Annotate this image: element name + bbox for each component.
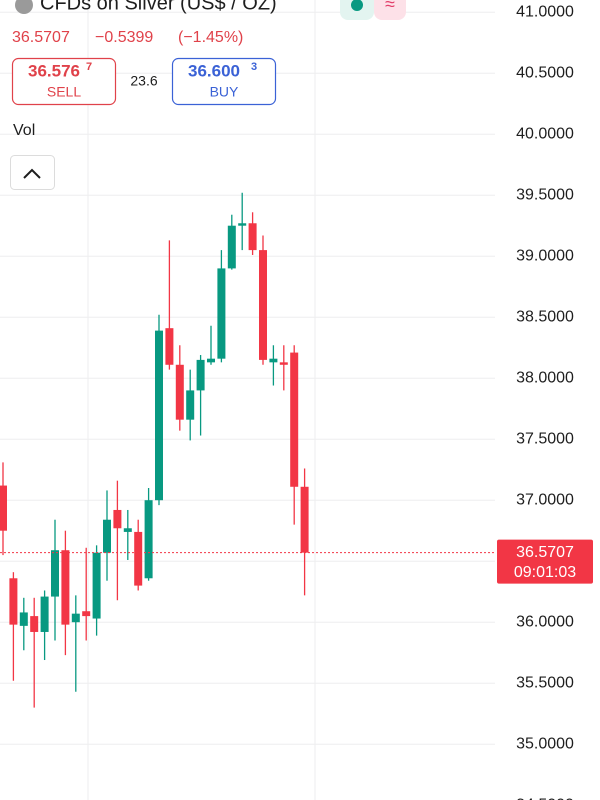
collapse-button[interactable] [10,155,55,190]
vol-label: Vol [13,122,35,139]
y-tick-label: 39.0000 [516,247,574,264]
status-dot [351,0,363,11]
candle-body [290,352,299,487]
y-tick-label: 38.5000 [516,308,574,325]
candle-body [207,358,215,363]
candle-body [248,223,257,251]
candle-body [71,613,80,623]
candle-body [103,519,111,553]
buy-pip: 3 [251,61,257,73]
candle-body [217,268,226,359]
candle-body [155,330,163,501]
y-tick-label: 34.5000 [516,796,574,800]
candle-body [40,596,49,632]
candle-body [259,250,267,360]
last-price-box [497,539,593,584]
candle-body [113,509,122,529]
indicator-toggle[interactable] [374,0,406,20]
change: −0.5399 [95,29,153,46]
candle-body [82,611,91,617]
y-tick-label: 40.0000 [516,125,574,142]
candle-body [30,616,39,632]
y-tick-label: 41.0000 [516,3,574,20]
last-price-time: 09:01:03 [514,564,576,581]
last-price: 36.5707 [12,29,70,46]
candle-body [175,364,184,420]
candle-body [186,390,195,420]
sell-pip: 7 [86,61,92,73]
change-pct: (−1.45%) [178,29,243,46]
candle-body [0,485,7,531]
candle-body [227,225,236,269]
last-price-label: 36.5707 [516,544,574,561]
candle-body [238,223,247,226]
sell-label: SELL [47,84,81,100]
buy-price: 36.600 [188,61,240,80]
y-tick-label: 37.5000 [516,430,574,447]
candle-body [9,578,18,625]
candle-body [300,486,309,553]
indicator-icon: ≈ [385,0,395,14]
candle-body [61,550,70,625]
instrument-icon [15,0,33,14]
spread: 23.6 [130,73,157,89]
candle-body [165,328,174,365]
candle-body [123,528,132,532]
candle-body [51,550,59,597]
y-tick-label: 36.0000 [516,613,574,630]
y-tick-label: 37.0000 [516,491,574,508]
candle-body [144,500,153,579]
candle-body [92,552,101,619]
chevron-icon [23,168,41,179]
candle-body [19,612,28,626]
y-tick-label: 38.0000 [516,369,574,386]
buy-label: BUY [210,84,239,100]
buy-button[interactable] [171,57,277,106]
y-tick-label: 39.5000 [516,186,574,203]
candle-body [269,358,278,363]
candle-body [279,362,288,365]
y-tick-label: 40.5000 [516,64,574,81]
y-tick-label: 35.5000 [516,674,574,691]
instrument-title: CFDs on Silver (US$ / OZ) [40,0,277,14]
sell-price: 36.576 [28,61,80,80]
candle-body [134,531,143,586]
sell-button[interactable] [11,57,117,106]
candle-body [196,359,205,391]
y-tick-label: 35.0000 [516,735,574,752]
